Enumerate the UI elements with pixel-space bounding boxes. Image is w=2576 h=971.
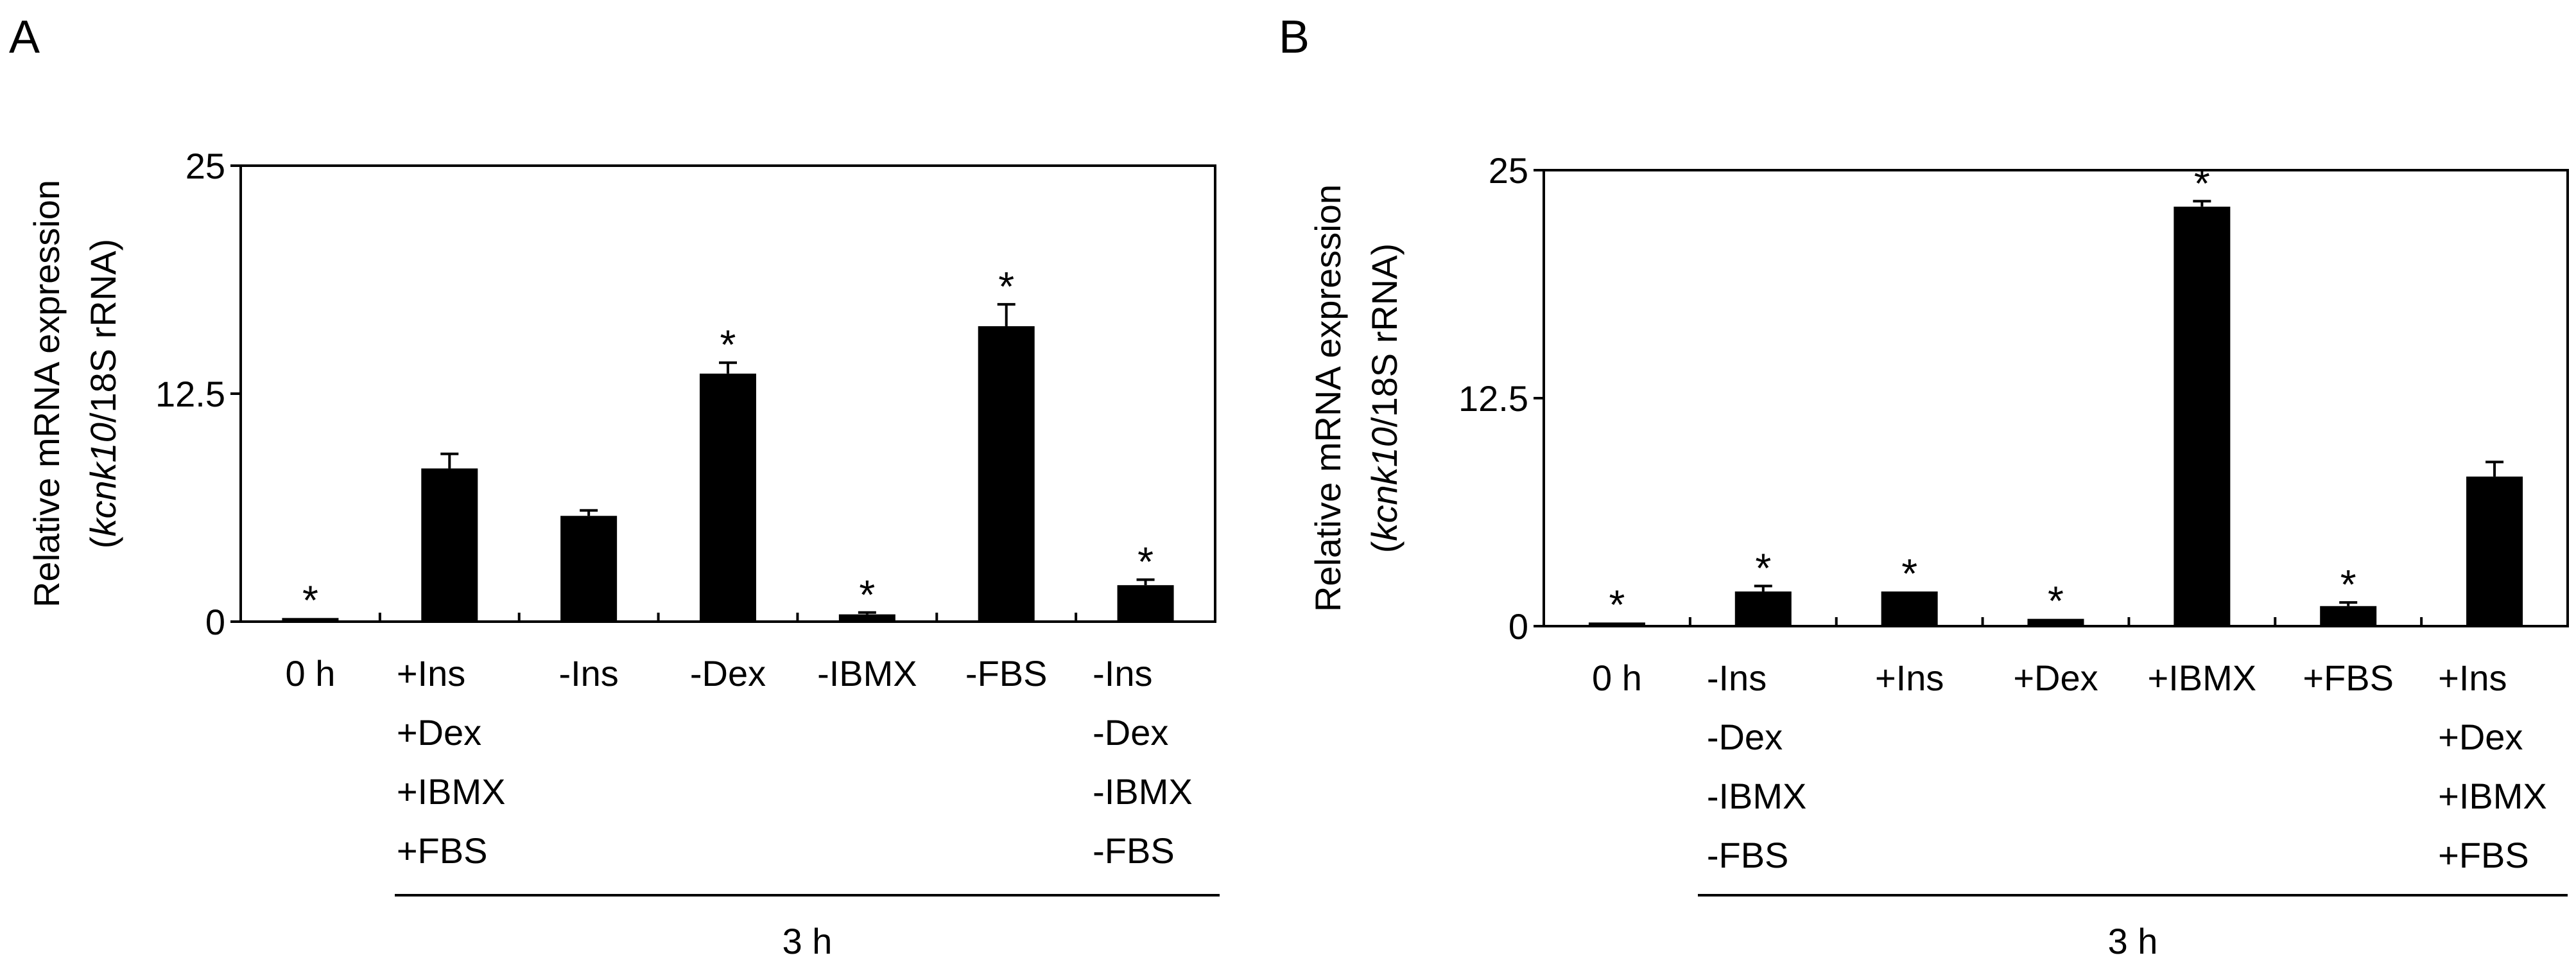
significance-star: *: [720, 322, 736, 368]
significance-star: *: [1755, 545, 1771, 591]
bar: [700, 373, 756, 622]
y-axis-label-line1: Relative mRNA expression: [1308, 184, 1348, 612]
y-axis-label-unit: /18S rRNA): [83, 239, 123, 423]
x-category-label: +Ins: [2438, 658, 2507, 698]
x-category-label: -Dex: [1707, 717, 1783, 757]
bar: [838, 614, 895, 622]
bar: [282, 618, 339, 622]
significance-star: *: [1609, 581, 1625, 627]
bar: [2466, 477, 2523, 626]
x-category-label: +FBS: [397, 830, 488, 871]
y-tick-label: 12.5: [155, 374, 225, 414]
x-category-label: -IBMX: [1093, 771, 1193, 812]
y-tick-label: 25: [1489, 150, 1528, 191]
panel-letter: A: [9, 12, 40, 63]
bar: [2320, 606, 2377, 626]
significance-star: *: [2340, 561, 2356, 608]
significance-star: *: [859, 572, 875, 618]
x-category-label: +IBMX: [2438, 776, 2547, 816]
bar: [1881, 591, 1938, 626]
bar: [1117, 585, 1174, 622]
x-category-label: -FBS: [1707, 835, 1789, 875]
significance-star: *: [1901, 550, 1917, 597]
bar: [1588, 622, 1645, 626]
significance-star: *: [302, 577, 318, 623]
y-axis-label-paren: (: [1364, 541, 1405, 553]
group-label: 3 h: [2108, 921, 2158, 961]
y-tick-label: 0: [205, 602, 225, 642]
x-category-label: +Ins: [397, 653, 465, 694]
x-category-label: 0 h: [1592, 658, 1642, 698]
x-category-label: +FBS: [2303, 658, 2394, 698]
bar: [978, 326, 1035, 622]
y-axis-label-line1: Relative mRNA expression: [26, 180, 67, 608]
y-tick-label: 0: [1508, 606, 1528, 647]
panel-a: A 0 12.5 25 Relative mRNA expression (kcnk10/…: [9, 12, 1220, 961]
x-category-label: -Ins: [1707, 658, 1767, 698]
x-category-label: -Ins: [1093, 653, 1152, 694]
significance-star: *: [2048, 578, 2064, 624]
x-category-label: -FBS: [1093, 830, 1175, 871]
bar: [560, 516, 618, 622]
bar: [421, 468, 478, 622]
y-axis-label-paren: (: [83, 536, 123, 548]
x-category-label: +IBMX: [2148, 658, 2257, 698]
x-category-label: -FBS: [965, 653, 1048, 694]
x-category-label: 0 h: [285, 653, 335, 694]
panel-letter: B: [1279, 12, 1310, 63]
significance-star: *: [2194, 160, 2210, 206]
y-axis-label-unit: /18S rRNA): [1364, 243, 1405, 427]
x-category-label: +IBMX: [397, 771, 506, 812]
x-category-label: +Ins: [1875, 658, 1944, 698]
bar: [2174, 206, 2231, 626]
y-tick-label: 25: [186, 146, 225, 186]
significance-star: *: [1137, 539, 1154, 585]
group-label: 3 h: [782, 921, 833, 961]
x-category-label: +Dex: [397, 712, 481, 753]
y-axis-label-gene: kcnk10: [83, 423, 123, 536]
y-tick-label: 12.5: [1458, 378, 1528, 419]
x-category-label: +Dex: [2013, 658, 2098, 698]
x-category-label: -Ins: [558, 653, 618, 694]
x-category-label: -Dex: [690, 653, 766, 694]
panel-b: B 0 12.5 25 Relative mRNA expression (kcnk10/…: [1279, 12, 2569, 961]
plot-frame: [1543, 169, 2569, 627]
significance-star: *: [998, 263, 1014, 310]
x-category-label: -Dex: [1093, 712, 1168, 753]
bar: [2027, 618, 2084, 626]
bar: [1734, 591, 1792, 626]
y-axis-label-gene: kcnk10: [1364, 427, 1405, 541]
x-category-label: +FBS: [2438, 835, 2529, 875]
y-axis-label-line2: (kcnk10/18S rRNA): [83, 239, 123, 548]
x-category-label: +Dex: [2438, 717, 2523, 757]
y-axis-label-line2: (kcnk10/18S rRNA): [1364, 243, 1405, 553]
x-category-label: -IBMX: [1707, 776, 1807, 816]
x-category-label: -IBMX: [817, 653, 917, 694]
